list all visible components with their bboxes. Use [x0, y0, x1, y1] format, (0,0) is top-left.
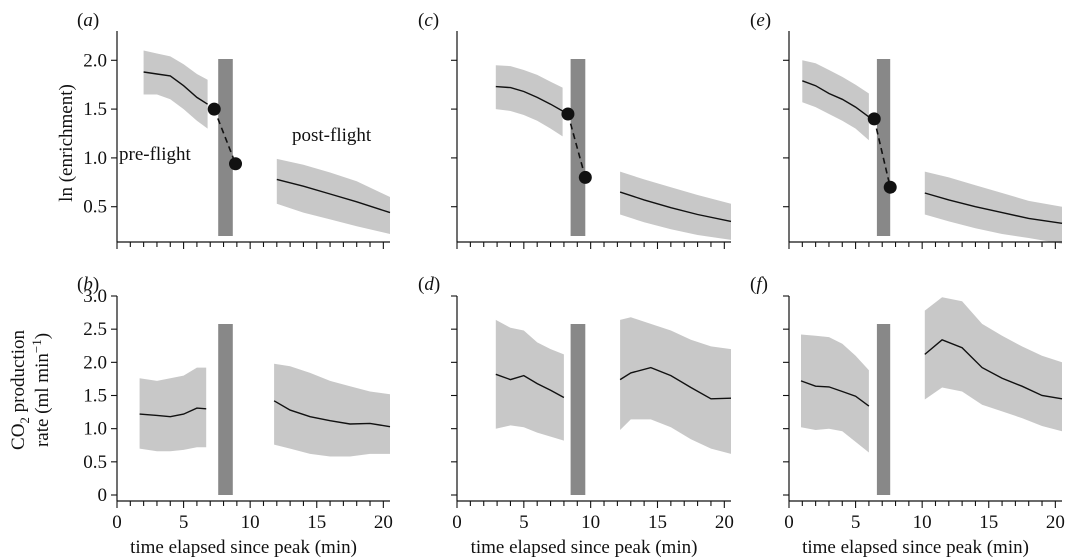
panel-label: (d): [418, 274, 440, 295]
post-flight-mean-line: [619, 191, 732, 223]
post-flight-mean-line: [924, 192, 1063, 224]
y-tick-label: 0.5: [83, 197, 107, 218]
panel-label: (a): [77, 10, 99, 31]
x-tick-label: 20: [715, 512, 734, 533]
y-tick-label: 2.5: [83, 319, 107, 340]
y-tick-label: 1.0: [83, 148, 107, 169]
post-flight-band: [924, 171, 1062, 244]
enrichment-point-1: [867, 112, 881, 126]
flight-bar: [876, 324, 891, 495]
x-axis-label: time elapsed since peak (min): [130, 537, 357, 558]
ylabel-top: ln (enrichment): [56, 84, 77, 202]
pre-flight-mean-line: [143, 71, 208, 105]
x-axis-label: time elapsed since peak (min): [471, 537, 698, 558]
post-flight-mean-line: [273, 400, 391, 428]
x-tick-label: 10: [913, 512, 932, 533]
flight-bar: [876, 59, 891, 236]
pre-flight-mean-line: [800, 380, 870, 407]
enrichment-point-1: [561, 107, 575, 121]
enrichment-point-2: [229, 157, 243, 171]
x-tick-label: 0: [112, 512, 122, 533]
post-flight-band: [924, 297, 1062, 432]
panel-b: 0 0.5 1.0 1.5 2.0 2.5 3.0 0 5 10 15 20 time elapsed …: [77, 274, 393, 558]
post-flight-annotation: post-flight: [292, 125, 372, 146]
ylabel-bottom-group: CO2 production rate (ml min−1): [8, 330, 53, 450]
y-tick-label: 3.0: [83, 286, 107, 307]
flight-bar: [218, 59, 233, 236]
panel-label: (f): [750, 274, 768, 295]
x-axis-label: time elapsed since peak (min): [802, 537, 1029, 558]
x-tick-label: 20: [374, 512, 393, 533]
y-tick-label: 1.0: [83, 419, 107, 440]
panel-c: (c): [418, 10, 732, 249]
y-tick-label: 1.5: [83, 386, 107, 407]
y-tick-label: 2.0: [83, 50, 107, 71]
post-flight-band: [620, 317, 731, 454]
panel-f: 0 5 10 15 20 time elapsed since peak (min) (f): [750, 274, 1065, 558]
y-tick-label: 2.0: [83, 352, 107, 373]
x-tick-label: 0: [452, 512, 462, 533]
x-tick-label: 5: [519, 512, 529, 533]
post-flight-band: [620, 171, 731, 240]
panel-label: (b): [77, 274, 99, 295]
x-tick-label: 10: [241, 512, 260, 533]
panels: 0.5 1.0 1.5 2.0 (a) pre-flight post-flight 0 0.5…: [77, 10, 1065, 558]
flight-bar: [570, 324, 586, 495]
x-tick-label: 0: [784, 512, 794, 533]
enrichment-point-1: [207, 102, 221, 116]
x-tick-label: 5: [851, 512, 861, 533]
x-tick-label: 15: [648, 512, 667, 533]
enrichment-point-2: [578, 170, 592, 184]
post-flight-band: [274, 363, 390, 457]
flight-bar: [218, 324, 233, 495]
pre-flight-annotation: pre-flight: [119, 144, 191, 165]
pre-flight-band: [802, 60, 869, 141]
x-tick-label: 5: [179, 512, 189, 533]
post-flight-band: [276, 158, 390, 234]
pre-flight-band: [143, 50, 208, 129]
x-tick-label: 15: [979, 512, 998, 533]
panel-e: (e): [750, 10, 1063, 249]
pre-flight-mean-line: [139, 407, 207, 418]
x-tick-label: 20: [1046, 512, 1065, 533]
post-flight-mean-line: [924, 338, 1063, 400]
pre-flight-mean-line: [495, 85, 563, 112]
panel-d: 0 5 10 15 20 time elapsed since peak (min) (d): [418, 274, 734, 558]
post-flight-mean-line: [276, 178, 391, 214]
ylabel-bottom-line1: CO2 production: [8, 330, 32, 450]
y-tick-label: 1.5: [83, 99, 107, 120]
panel-label: (e): [750, 10, 771, 31]
flight-bar: [570, 59, 586, 236]
flight-connector: [873, 118, 891, 188]
pre-flight-mean-line: [802, 80, 870, 118]
pre-flight-band: [801, 334, 869, 453]
y-tick-label: 0.5: [83, 452, 107, 473]
x-tick-label: 10: [581, 512, 600, 533]
pre-flight-mean-line: [495, 373, 565, 399]
ylabel-bottom-line2: rate (ml min−1): [29, 333, 53, 447]
flight-connector: [567, 113, 587, 178]
panel-label: (c): [418, 10, 439, 31]
post-flight-mean-line: [619, 366, 732, 400]
pre-flight-band: [495, 319, 564, 441]
pre-flight-band: [139, 367, 207, 452]
x-tick-label: 15: [307, 512, 326, 533]
pre-flight-band: [495, 65, 563, 137]
y-tick-label: 0: [98, 485, 108, 506]
enrichment-point-2: [883, 180, 897, 194]
panel-a: 0.5 1.0 1.5 2.0 (a) pre-flight post-flight: [77, 10, 391, 249]
